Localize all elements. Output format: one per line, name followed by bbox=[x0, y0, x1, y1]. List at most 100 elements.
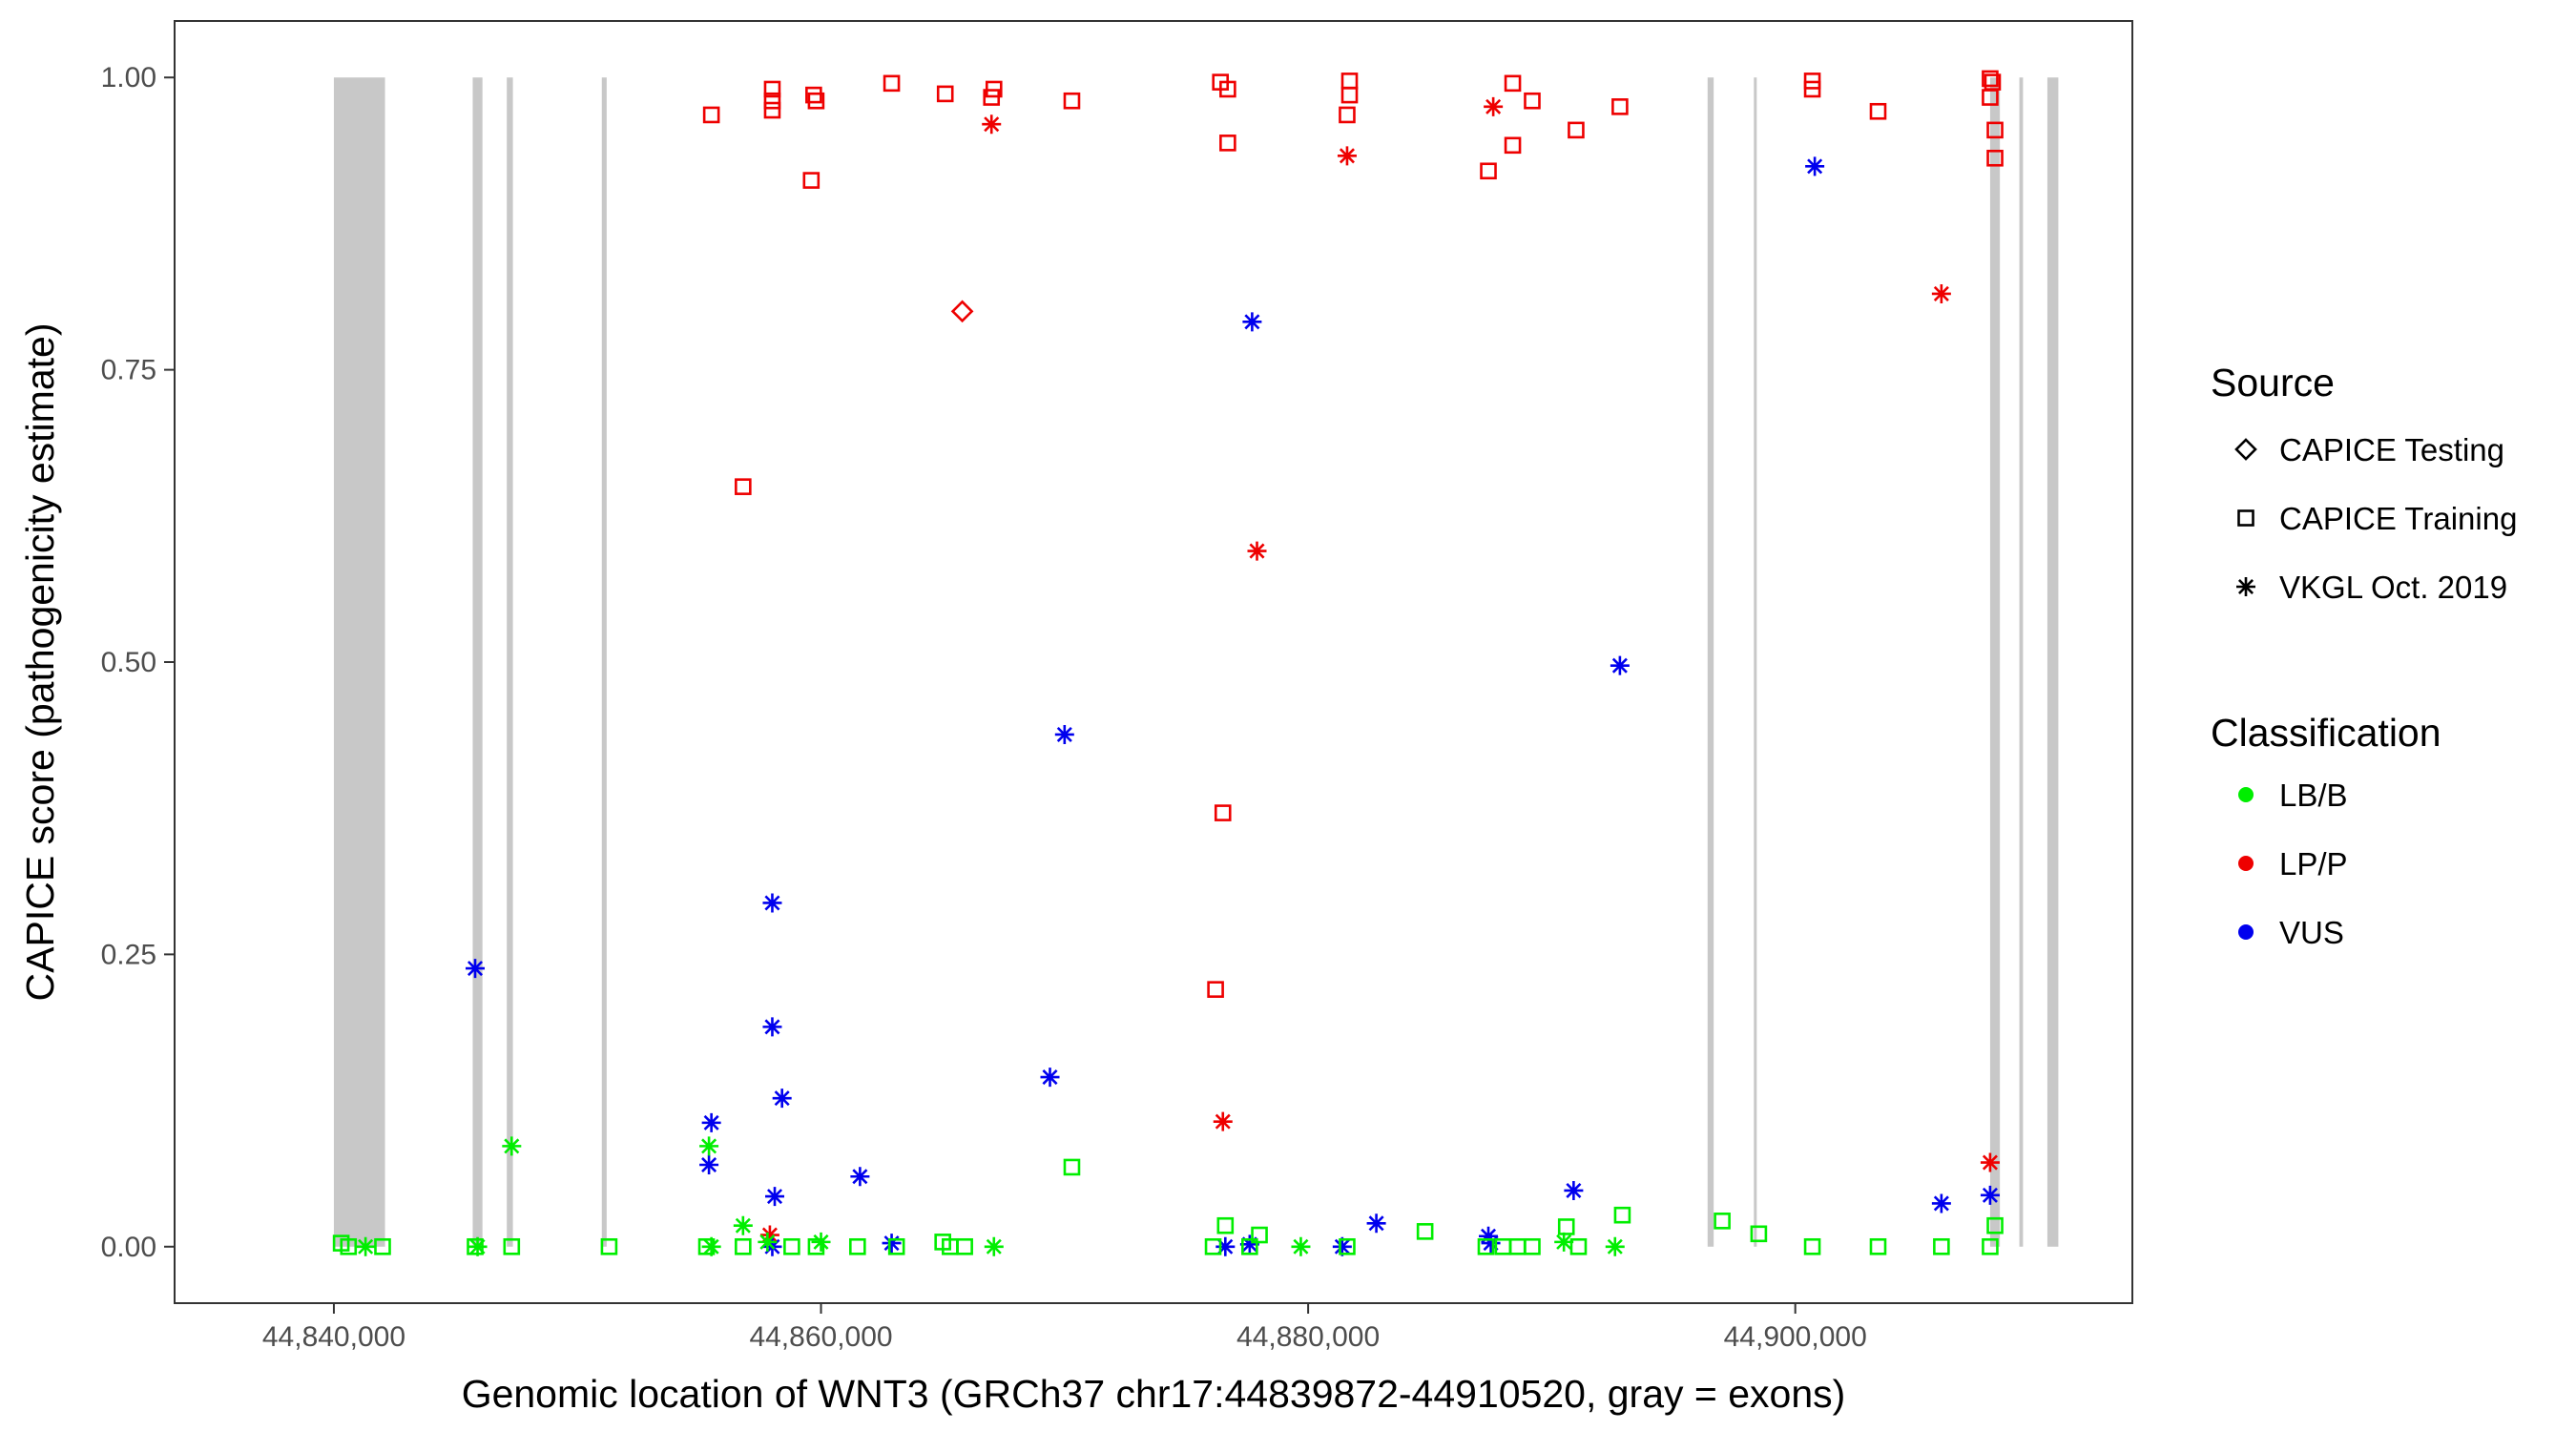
data-point bbox=[467, 1236, 488, 1256]
data-point bbox=[1239, 1234, 1259, 1255]
data-point bbox=[735, 478, 752, 495]
exon-band bbox=[507, 77, 513, 1247]
data-points bbox=[332, 70, 2004, 1256]
data-point bbox=[1213, 1111, 1233, 1131]
data-point bbox=[956, 1237, 973, 1255]
y-tick-label: 0.00 bbox=[101, 1232, 156, 1263]
data-point bbox=[503, 1237, 521, 1255]
data-point bbox=[1557, 1218, 1575, 1235]
data-point bbox=[805, 86, 822, 104]
data-point bbox=[1986, 149, 2004, 167]
legend-source-items: CAPICE Testing CAPICE Training VKGL Oct. 2… bbox=[2234, 432, 2517, 605]
data-point bbox=[1337, 146, 1357, 166]
data-point bbox=[763, 92, 781, 110]
legend-classification-label: VUS bbox=[2279, 915, 2344, 950]
data-point bbox=[702, 106, 720, 124]
data-point bbox=[1216, 1216, 1235, 1234]
data-point bbox=[1219, 135, 1236, 152]
data-point bbox=[1982, 89, 1999, 106]
data-point bbox=[1931, 283, 1951, 303]
data-point bbox=[1869, 102, 1887, 120]
data-point bbox=[735, 1237, 752, 1255]
data-point bbox=[1477, 1237, 1495, 1255]
data-point bbox=[765, 1187, 785, 1207]
data-point bbox=[1215, 1236, 1236, 1256]
data-point bbox=[733, 1215, 753, 1235]
data-point bbox=[1803, 80, 1821, 98]
legend-classification-title: Classification bbox=[2211, 711, 2441, 755]
y-tick-label: 0.25 bbox=[101, 939, 156, 970]
legend-classification-label: LB/B bbox=[2279, 778, 2348, 813]
data-point bbox=[1931, 1193, 1951, 1213]
data-point bbox=[850, 1167, 870, 1187]
legend-classification-items: LB/B LP/P VUS bbox=[2238, 778, 2348, 950]
data-point bbox=[1613, 1206, 1631, 1224]
data-point bbox=[783, 1237, 800, 1255]
data-point bbox=[887, 1237, 905, 1255]
data-point bbox=[807, 92, 825, 110]
data-point bbox=[1484, 96, 1504, 116]
data-point bbox=[1339, 106, 1356, 124]
data-point bbox=[1504, 136, 1522, 155]
x-tick-label: 44,860,000 bbox=[749, 1321, 892, 1353]
data-point bbox=[1241, 1237, 1258, 1255]
legend-source-label: CAPICE Training bbox=[2279, 501, 2517, 536]
data-point bbox=[1524, 92, 1541, 110]
data-point bbox=[1605, 1236, 1625, 1256]
data-point bbox=[1524, 1237, 1541, 1255]
x-tick-label: 44,900,000 bbox=[1724, 1321, 1867, 1353]
data-point bbox=[699, 1155, 719, 1174]
data-point bbox=[1479, 1226, 1499, 1246]
data-point bbox=[1750, 1225, 1768, 1243]
data-point bbox=[1247, 541, 1267, 561]
legend-classification-key bbox=[2238, 924, 2254, 940]
exon-band bbox=[601, 77, 607, 1247]
data-point bbox=[811, 1232, 831, 1252]
data-point bbox=[1219, 80, 1236, 98]
exon-band bbox=[1707, 77, 1714, 1247]
exon-band bbox=[2019, 77, 2024, 1247]
legend-source-label: VKGL Oct. 2019 bbox=[2279, 570, 2507, 605]
data-point bbox=[882, 1234, 902, 1254]
data-point bbox=[1251, 1226, 1268, 1244]
data-point bbox=[758, 1232, 778, 1252]
data-point bbox=[356, 1236, 376, 1256]
data-point bbox=[802, 172, 821, 189]
data-point bbox=[701, 1236, 721, 1256]
data-point bbox=[1481, 1234, 1501, 1254]
data-point bbox=[1207, 981, 1224, 998]
legend: Source CAPICE Testing CAPICE Training VKGL… bbox=[2211, 361, 2517, 950]
data-point bbox=[762, 893, 782, 913]
data-point bbox=[1982, 70, 1999, 88]
data-point bbox=[763, 101, 781, 119]
data-point bbox=[759, 1225, 779, 1245]
data-point bbox=[374, 1237, 391, 1255]
data-point bbox=[1504, 74, 1522, 93]
data-point bbox=[982, 114, 1002, 135]
data-point bbox=[950, 300, 974, 323]
legend-source-key bbox=[2237, 509, 2254, 527]
y-tick-label: 0.75 bbox=[101, 355, 156, 386]
data-point bbox=[699, 1136, 719, 1156]
data-point bbox=[762, 1017, 782, 1037]
legend-source-key bbox=[2234, 438, 2257, 461]
data-point bbox=[1480, 162, 1497, 180]
data-point bbox=[1610, 655, 1630, 675]
data-point bbox=[1204, 1237, 1222, 1255]
x-axis: 44,840,000 44,860,000 44,880,000 44,900,000 bbox=[262, 1303, 1867, 1353]
x-axis-title: Genomic location of WNT3 (GRCh37 chr17:4… bbox=[462, 1372, 1846, 1416]
data-point bbox=[936, 85, 954, 103]
data-point bbox=[1554, 1232, 1574, 1252]
data-point bbox=[466, 959, 486, 979]
data-point bbox=[1366, 1213, 1386, 1234]
x-tick-label: 44,880,000 bbox=[1236, 1321, 1380, 1353]
data-point bbox=[1291, 1236, 1311, 1256]
data-point bbox=[1980, 1152, 2000, 1172]
data-point bbox=[1340, 86, 1359, 104]
y-axis-title: CAPICE score (pathogenicity estimate) bbox=[18, 323, 62, 1002]
data-point bbox=[600, 1237, 618, 1255]
data-point bbox=[1986, 121, 2004, 139]
data-point bbox=[1568, 121, 1585, 139]
legend-classification-key bbox=[2238, 787, 2254, 802]
